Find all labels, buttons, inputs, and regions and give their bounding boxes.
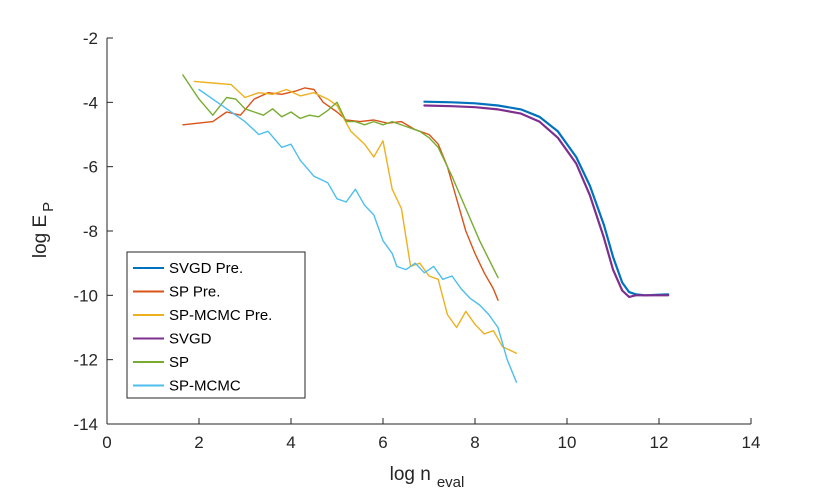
y-tick-label: -4: [83, 93, 98, 112]
series-line-sp-mcmc: [198, 88, 518, 383]
tick-labels: 0 2 4 6 8 10 12 14 -14 -12 -10 -8 -6 -4 -2: [73, 29, 760, 452]
series-line-sp-mcmc-pre: [193, 80, 518, 354]
x-tick-label: 8: [470, 433, 479, 452]
x-axis-label-sub: eval: [437, 474, 465, 491]
legend-label: SP: [169, 354, 189, 371]
legend-label: SP-MCMC: [169, 378, 241, 395]
legend-label: SVGD: [169, 331, 212, 348]
x-tick-label: 2: [194, 433, 203, 452]
x-tick-label: 14: [742, 433, 761, 452]
axes: [106, 37, 752, 425]
series-line-sp-pre: [182, 87, 499, 301]
x-axis-label: log n eval: [390, 464, 465, 491]
y-tick-label: -14: [73, 415, 98, 434]
y-tick-label: -12: [73, 351, 98, 370]
x-tick-label: 10: [558, 433, 577, 452]
x-tick-label: 0: [102, 433, 111, 452]
legend-box: [126, 251, 306, 399]
legend-entries: SVGD Pre. SP Pre. SP-MCMC Pre. SVGD SP SP-MCM…: [133, 260, 272, 395]
series-layer: [182, 74, 670, 383]
x-axis-label-main: log n: [390, 464, 431, 485]
legend: SVGD Pre. SP Pre. SP-MCMC Pre. SVGD SP SP-MCM…: [126, 251, 306, 399]
y-axis-label-sub: P: [40, 202, 57, 212]
series-line-svgd: [423, 104, 670, 298]
y-tick-label: -8: [83, 222, 98, 241]
y-tick-label: -6: [83, 158, 98, 177]
legend-label: SP Pre.: [169, 284, 220, 301]
x-tick-label: 6: [378, 433, 387, 452]
x-tick-label: 4: [286, 433, 295, 452]
y-axis-label-main: log E: [30, 215, 51, 258]
y-tick-label: -10: [73, 286, 98, 305]
x-tick-label: 12: [650, 433, 669, 452]
legend-label: SVGD Pre.: [169, 260, 243, 277]
series-line-sp: [182, 74, 499, 279]
y-tick-label: -2: [83, 29, 98, 48]
y-axis-label: log E P: [30, 202, 57, 258]
legend-label: SP-MCMC Pre.: [169, 307, 272, 324]
